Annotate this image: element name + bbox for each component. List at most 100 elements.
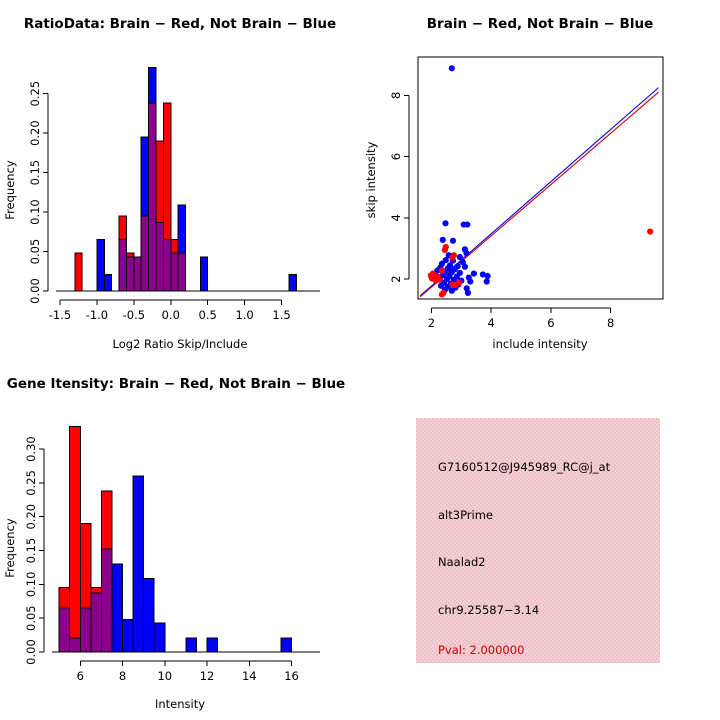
x-axis-tick-label: 8 (607, 316, 614, 330)
y-axis-tick-label: 0.30 (24, 436, 38, 462)
info-line-text: chr9.25587−3.14 (438, 603, 539, 617)
y-axis-tick-label: 0.25 (24, 470, 38, 496)
histogram-bar (103, 273, 113, 292)
y-axis-tick-label: 0.25 (28, 81, 42, 107)
scatter-point (449, 254, 456, 261)
histogram-bar-overlap (58, 607, 71, 653)
scatter-point (484, 272, 491, 280)
scatter-point (464, 289, 471, 296)
histogram-bar (153, 622, 166, 653)
y-axis-tick-label: 0.20 (24, 504, 38, 530)
scatter-point (439, 236, 446, 243)
scatter-inner (419, 65, 659, 298)
scatter-point (483, 278, 490, 285)
scatter-point (437, 282, 445, 289)
scatter-point (463, 249, 470, 257)
info-line-text: G7160512@J945989_RC@j_at (438, 460, 611, 474)
ratio-histogram-svg: RatioData: Brain − Red, Not Brain − Blue… (3, 16, 336, 351)
panel-ratio-histogram: RatioData: Brain − Red, Not Brain − Blue… (0, 0, 360, 360)
scatter-point (448, 65, 455, 72)
scatter-point (467, 278, 474, 285)
gene-axes-group: 6 8 10 12 14 16 0.00 0.05 0.10 0.15 0.20 0.25 0.30 (24, 436, 320, 683)
histogram-bar (199, 256, 209, 292)
scatter-plot-svg: Brain − Red, Not Brain − Blue 2 4 6 8 2 4 6 8 i… (364, 16, 664, 351)
scatter-point (464, 221, 471, 228)
histogram-bar-overlap (140, 215, 150, 292)
info-lines-group: G7160512@J945989_RC@j_at alt3Prime Naalad2… (438, 460, 611, 657)
scatter-point (647, 228, 654, 235)
y-axis-tick-label: 0.00 (28, 278, 42, 304)
scatter-point (441, 246, 448, 254)
x-axis-tick-label: 1.0 (235, 308, 253, 322)
info-line-text: alt3Prime (438, 508, 493, 522)
ratio-y-axis-title: Frequency (3, 160, 17, 220)
y-axis-tick-label: 0.15 (24, 538, 38, 564)
y-axis-tick-label: 0.05 (24, 605, 38, 631)
scatter-point (470, 270, 477, 277)
info-line-text: Naalad2 (438, 555, 486, 569)
histogram-bar (111, 563, 124, 653)
scatter-fit-line (419, 87, 659, 297)
info-pval-text: Pval: 2.000000 (438, 643, 524, 657)
histogram-bar (280, 637, 293, 653)
histogram-bar-overlap (177, 252, 187, 292)
y-axis-tick-label: 0.05 (28, 239, 42, 265)
x-axis-tick-label: -1.5 (49, 308, 71, 322)
ratio-plot-title: RatioData: Brain − Red, Not Brain − Blue (24, 16, 336, 32)
x-axis-tick-label: -0.5 (123, 308, 145, 322)
scatter-axes-group: 2 4 6 8 2 4 6 8 (389, 92, 614, 330)
gene-bars-group (58, 426, 293, 653)
histogram-bar (132, 475, 145, 653)
histogram-bar-overlap (148, 102, 157, 292)
scatter-point (479, 271, 486, 278)
panel-scatter-intensity: Brain − Red, Not Brain − Blue 2 4 6 8 2 4 6 8 i… (360, 0, 720, 360)
scatter-point (451, 282, 458, 289)
x-axis-tick-label: 16 (284, 669, 299, 683)
x-axis-tick-label: 0.5 (199, 308, 217, 322)
histogram-bar (69, 426, 81, 653)
y-axis-tick-label: 6 (389, 153, 403, 160)
scatter-body-group (417, 56, 664, 300)
x-axis-tick-label: 8 (119, 669, 126, 683)
gene-plot-title: Gene Itensity: Brain − Red, Not Brain − … (7, 376, 345, 392)
ratio-axes-group: -1.5 -1.0 -0.5 0.0 0.5 1.0 1.5 0.00 0.05 0.10 0.15… (28, 81, 320, 322)
scatter-plot-box (417, 56, 664, 300)
x-axis-tick-label: 6 (547, 316, 554, 330)
histogram-bar-overlap (90, 592, 102, 653)
histogram-bar-overlap (125, 256, 135, 292)
x-axis-tick-label: 4 (488, 316, 495, 330)
histogram-bar (143, 577, 155, 653)
info-panel-background (416, 418, 660, 663)
scatter-point (461, 263, 469, 270)
scatter-point (456, 253, 463, 261)
panel-gene-intensity-histogram: Gene Itensity: Brain − Red, Not Brain − … (0, 360, 360, 720)
x-axis-tick-label: 1.5 (272, 308, 290, 322)
x-axis-tick-label: 6 (77, 669, 84, 683)
x-axis-tick-label: 14 (242, 669, 257, 683)
gene-x-axis-title: Intensity (155, 697, 205, 711)
histogram-bar-overlap (79, 607, 92, 653)
x-axis-tick-label: -1.0 (86, 308, 108, 322)
y-axis-tick-label: 8 (389, 92, 403, 99)
y-axis-tick-label: 2 (389, 275, 403, 282)
histogram-bar (96, 239, 105, 292)
y-axis-tick-label: 0.00 (24, 639, 38, 665)
histogram-bar (74, 252, 83, 292)
ratio-bars-group (74, 67, 297, 292)
histogram-bar-overlap (69, 637, 81, 653)
histogram-bar-overlap (133, 256, 142, 292)
histogram-bar-overlap (155, 221, 164, 292)
histogram-bar (288, 273, 297, 292)
scatter-point (442, 256, 449, 264)
scatter-point (448, 287, 455, 294)
y-axis-tick-label: 0.20 (28, 120, 42, 146)
ratio-x-axis-title: Log2 Ratio Skip/Include (113, 337, 248, 351)
histogram-bar (122, 619, 134, 653)
x-axis-tick-label: 0.0 (162, 308, 180, 322)
gene-histogram-svg: Gene Itensity: Brain − Red, Not Brain − … (3, 376, 345, 711)
panel-gene-info: G7160512@J945989_RC@j_at alt3Prime Naalad2… (360, 360, 720, 720)
scatter-point (432, 277, 440, 284)
scatter-x-axis-title: include intensity (492, 337, 587, 351)
gene-info-box: G7160512@J945989_RC@j_at alt3Prime Naalad2… (416, 418, 660, 663)
